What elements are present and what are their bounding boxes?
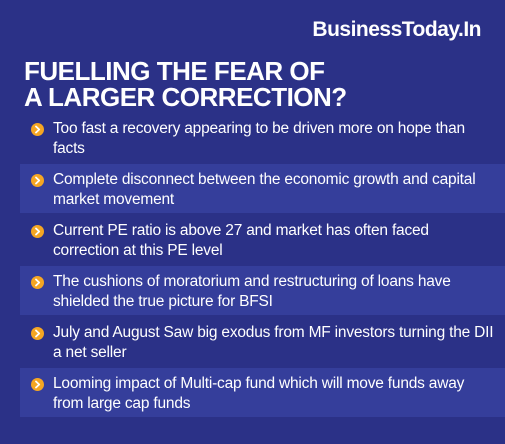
brand-logo: BusinessToday.In bbox=[312, 18, 481, 41]
chevron-right-circle-icon bbox=[31, 378, 44, 391]
point-text: Too fast a recovery appearing to be driv… bbox=[53, 120, 465, 157]
point-item: Looming impact of Multi-cap fund which w… bbox=[20, 368, 505, 417]
chevron-right-circle-icon bbox=[31, 276, 44, 289]
headline-line-2: A LARGER CORRECTION? bbox=[24, 82, 347, 112]
points-list: Too fast a recovery appearing to be driv… bbox=[20, 113, 505, 419]
point-text: Current PE ratio is above 27 and market … bbox=[53, 222, 429, 259]
chevron-right-circle-icon bbox=[31, 327, 44, 340]
point-item: Current PE ratio is above 27 and market … bbox=[20, 215, 505, 264]
chevron-right-circle-icon bbox=[31, 123, 44, 136]
point-text: The cushions of moratorium and restructu… bbox=[53, 273, 451, 310]
point-item: Complete disconnect between the economic… bbox=[20, 164, 505, 213]
point-text: Looming impact of Multi-cap fund which w… bbox=[53, 375, 465, 412]
point-text: July and August Saw big exodus from MF i… bbox=[53, 324, 494, 361]
chevron-right-circle-icon bbox=[31, 174, 44, 187]
headline: FUELLING THE FEAR OF A LARGER CORRECTION… bbox=[24, 58, 464, 110]
point-text: Complete disconnect between the economic… bbox=[53, 171, 476, 208]
point-item: July and August Saw big exodus from MF i… bbox=[20, 317, 505, 366]
point-item: Too fast a recovery appearing to be driv… bbox=[20, 113, 505, 162]
headline-line-1: FUELLING THE FEAR OF bbox=[24, 56, 325, 86]
chevron-right-circle-icon bbox=[31, 225, 44, 238]
point-item: The cushions of moratorium and restructu… bbox=[20, 266, 505, 315]
